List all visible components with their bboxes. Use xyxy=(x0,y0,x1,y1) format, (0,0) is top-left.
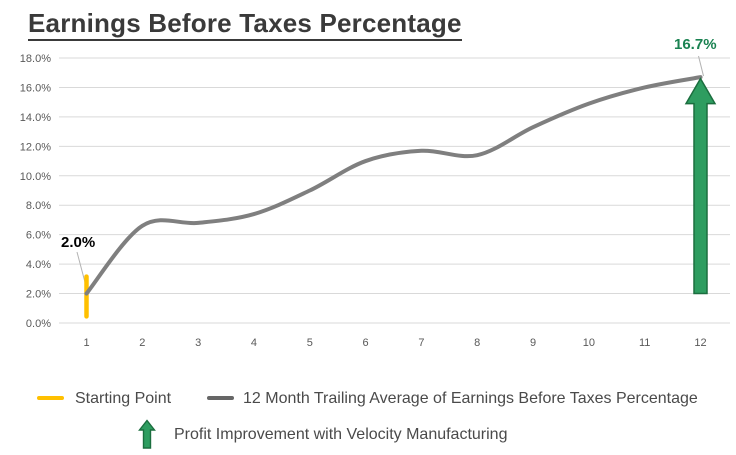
x-axis-tick-label: 10 xyxy=(583,337,595,349)
y-axis-tick-label: 18.0% xyxy=(20,53,51,65)
x-axis-tick-label: 2 xyxy=(139,337,145,349)
trailing-average-line xyxy=(84,75,703,296)
profit-improvement-arrow xyxy=(684,77,717,295)
y-axis-tick-label: 16.0% xyxy=(20,82,51,94)
x-axis-tick-label: 5 xyxy=(307,337,313,349)
annotation-starting-value: 2.0% xyxy=(61,234,96,251)
annotation-ending-value: 16.7% xyxy=(674,36,717,53)
legend-starting-point-label: Starting Point xyxy=(75,390,172,407)
y-axis-tick-label: 0.0% xyxy=(26,318,51,330)
y-axis-tick-label: 10.0% xyxy=(20,171,51,183)
x-axis-tick-label: 4 xyxy=(251,337,257,349)
legend-trailing-average-swatch xyxy=(207,396,234,400)
chart-title: Earnings Before Taxes Percentage xyxy=(28,9,462,42)
legend-starting-point-swatch xyxy=(37,396,64,400)
x-axis-tick-label: 11 xyxy=(639,337,650,349)
y-axis-tick-label: 14.0% xyxy=(20,112,51,124)
legend-trailing-average-label: 12 Month Trailing Average of Earnings Be… xyxy=(243,390,698,407)
y-axis-tick-label: 12.0% xyxy=(20,141,51,153)
x-axis-tick-label: 3 xyxy=(195,337,201,349)
x-axis-tick-label: 7 xyxy=(418,337,424,349)
x-axis-tick-label: 8 xyxy=(474,337,480,349)
y-axis-tick-label: 8.0% xyxy=(26,200,51,212)
leader-line-end xyxy=(698,55,704,77)
x-axis-tick-label: 1 xyxy=(83,337,89,349)
x-axis-tick-label: 6 xyxy=(363,337,369,349)
profit-improvement-arrow-icon xyxy=(138,419,156,449)
x-axis-tick-label: 9 xyxy=(530,337,536,349)
legend-profit-improvement-label: Profit Improvement with Velocity Manufac… xyxy=(174,426,508,443)
x-axis-tick-label: 12 xyxy=(694,337,706,349)
y-axis-tick-label: 6.0% xyxy=(26,230,51,242)
y-axis-tick-label: 2.0% xyxy=(26,289,51,301)
y-axis-tick-label: 4.0% xyxy=(26,259,51,271)
